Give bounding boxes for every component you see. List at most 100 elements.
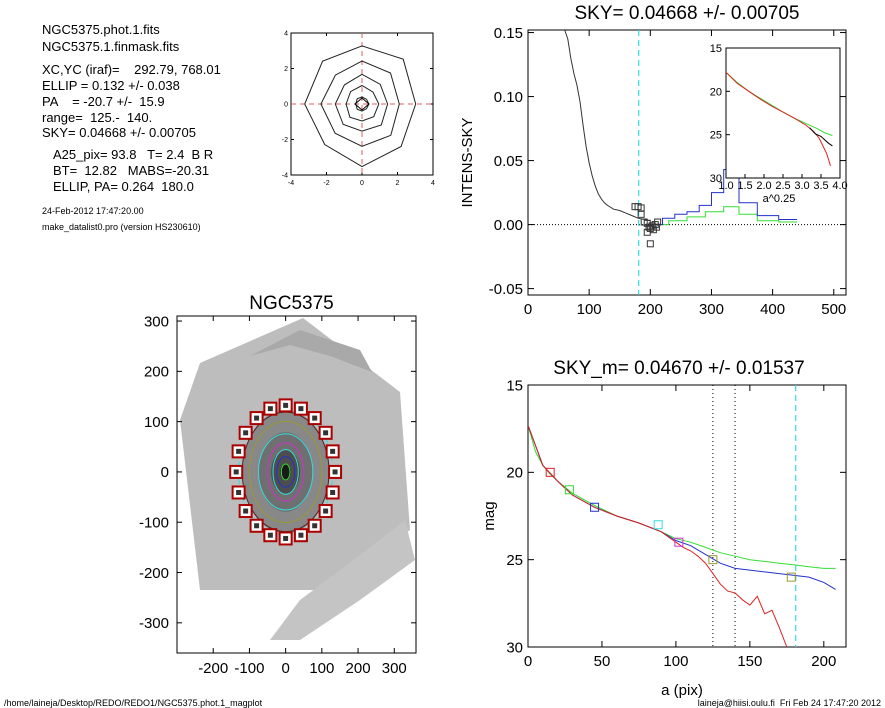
- inset-frame: [725, 47, 841, 179]
- contour-line: [304, 45, 417, 168]
- isophote-ellipse: [276, 456, 296, 488]
- contour-plot: -4 -2 0 2 4 -4 -2 0 2 4: [282, 30, 435, 187]
- x-tick-label: 0: [360, 180, 364, 187]
- x-tick-label: 1.5: [737, 180, 752, 192]
- x-tick-label: -200: [198, 660, 228, 677]
- header-line: XC,YC (iraf)= 292.79, 768.01: [42, 62, 221, 77]
- mask-marker-dot: [298, 406, 304, 412]
- image-title: NGC5375: [249, 293, 334, 314]
- x-tick-label: 50: [594, 653, 611, 670]
- header-line: ELLIP, PA= 0.264 180.0: [53, 179, 194, 194]
- mask-marker-dot: [236, 489, 242, 495]
- x-tick-label: 400: [760, 301, 785, 318]
- inset-series-red: [726, 71, 831, 167]
- y-tick-label: 200: [144, 364, 169, 381]
- mag-square-marker: [564, 485, 574, 495]
- mask-marker-dot: [243, 508, 249, 514]
- mag-square-marker: [708, 555, 718, 565]
- intensity-profile: [564, 30, 651, 222]
- mask-marker-dot: [283, 535, 289, 541]
- x-tick-label: 150: [737, 653, 762, 670]
- x-tick-label: 100: [663, 653, 688, 670]
- header-line: PA = -20.7 +/- 15.9: [42, 94, 165, 109]
- contour-line: [345, 84, 380, 122]
- y-tick-label: 300: [144, 313, 169, 330]
- mag-square-marker: [786, 572, 796, 582]
- y-tick-label: 2: [284, 66, 288, 73]
- y-tick-label: 0: [161, 464, 169, 481]
- mag-square-marker: [590, 502, 600, 512]
- isophote-ellipse: [280, 463, 291, 481]
- contour-center-diamond: [354, 97, 370, 111]
- x-tick-label: 100: [577, 301, 602, 318]
- y-tick-label: 15: [506, 377, 523, 394]
- mask-marker-dot: [243, 430, 249, 436]
- header-line: BT= 12.82 MABS=-20.31: [53, 163, 210, 178]
- y-tick-label: 30: [506, 639, 523, 656]
- x-tick-label: 2.0: [756, 180, 771, 192]
- mask-marker-dot: [332, 469, 338, 475]
- header-small-line: make_datalist0.pro (version HS230610): [42, 222, 201, 232]
- mag-series-red: [528, 425, 788, 647]
- x-tick-label: 3.5: [813, 180, 828, 192]
- y-tick-label: 0.15: [494, 25, 523, 42]
- x-tick-label: 200: [811, 653, 836, 670]
- mask-marker-dot: [323, 430, 329, 436]
- header-line: NGC5375.1.finmask.fits: [42, 39, 180, 54]
- x-tick-label: 3.0: [794, 180, 809, 192]
- x-tick-label: 4: [431, 180, 435, 187]
- y-tick-label: -4: [282, 172, 288, 179]
- mask-marker-dot: [254, 523, 260, 529]
- intensity-step-green: [650, 206, 798, 226]
- x-tick-label: 0: [281, 660, 289, 677]
- mask-marker-dot: [298, 532, 304, 538]
- footer-right: laineja@hiisi.oulu.fi Fri Feb 24 17:47:2…: [697, 698, 881, 708]
- image-region-shade: [250, 330, 372, 372]
- mask-marker-dot: [233, 469, 239, 475]
- y-tick-label: -0.05: [489, 281, 523, 298]
- header-line: A25_pix= 93.8 T= 2.4 B R: [53, 147, 214, 162]
- y-tick-label: 20: [506, 465, 523, 482]
- contour-line: [320, 60, 400, 147]
- intens-title: SKY= 0.04668 +/- 0.00705: [574, 3, 799, 24]
- x-tick-label: 300: [382, 660, 407, 677]
- header-small-line: 24-Feb-2012 17:47:20.00: [42, 206, 144, 216]
- x-tick-label: 100: [309, 660, 334, 677]
- y-tick-label: 25: [506, 552, 523, 569]
- contour-line: [355, 96, 370, 112]
- mask-marker-dot: [267, 532, 273, 538]
- image-region-tail: [270, 520, 415, 640]
- y-tick-label: 0.10: [494, 89, 523, 106]
- mask-marker-dot: [236, 448, 242, 454]
- galaxy-image-plot: NGC5375 -200 -100 0 100 200 300 -300 -200 -100 0 10…: [139, 293, 417, 677]
- magnitude-plot: SKY_m= 0.04670 +/- 0.01537 0 50 100 150 200 15…: [481, 358, 847, 699]
- sky-sample-square: [654, 218, 662, 226]
- isophote-ellipse: [272, 448, 299, 495]
- mask-marker-dot: [330, 448, 336, 454]
- mask-marker-dot: [323, 508, 329, 514]
- sky-sample-square: [637, 210, 645, 218]
- isophote-ellipse: [257, 433, 314, 511]
- x-tick-label: -2: [323, 180, 329, 187]
- x-tick-label: -4: [288, 180, 294, 187]
- y-tick-label: 15: [710, 43, 722, 55]
- mask-marker-dot: [254, 415, 260, 421]
- x-tick-label: 200: [638, 301, 663, 318]
- x-tick-label: 2.5: [775, 180, 790, 192]
- intensity-step-blue: [650, 169, 798, 226]
- isophote-ellipse: [267, 442, 305, 502]
- header-line: SKY= 0.04668 +/- 0.00705: [42, 125, 196, 140]
- y-tick-label: 4: [284, 30, 288, 37]
- y-tick-label: 25: [710, 130, 722, 142]
- sky-sample-square: [643, 228, 651, 236]
- x-tick-label: 500: [821, 301, 846, 318]
- y-tick-label: 0.00: [494, 217, 523, 234]
- x-tick-label: 2: [396, 180, 400, 187]
- y-tick-label: -2: [282, 137, 288, 144]
- y-tick-label: 20: [710, 86, 722, 98]
- y-tick-label: 30: [710, 173, 722, 185]
- mag-square-marker: [653, 520, 663, 530]
- mask-marker-dot: [312, 415, 318, 421]
- inset-xlabel: a^0.25: [763, 193, 796, 205]
